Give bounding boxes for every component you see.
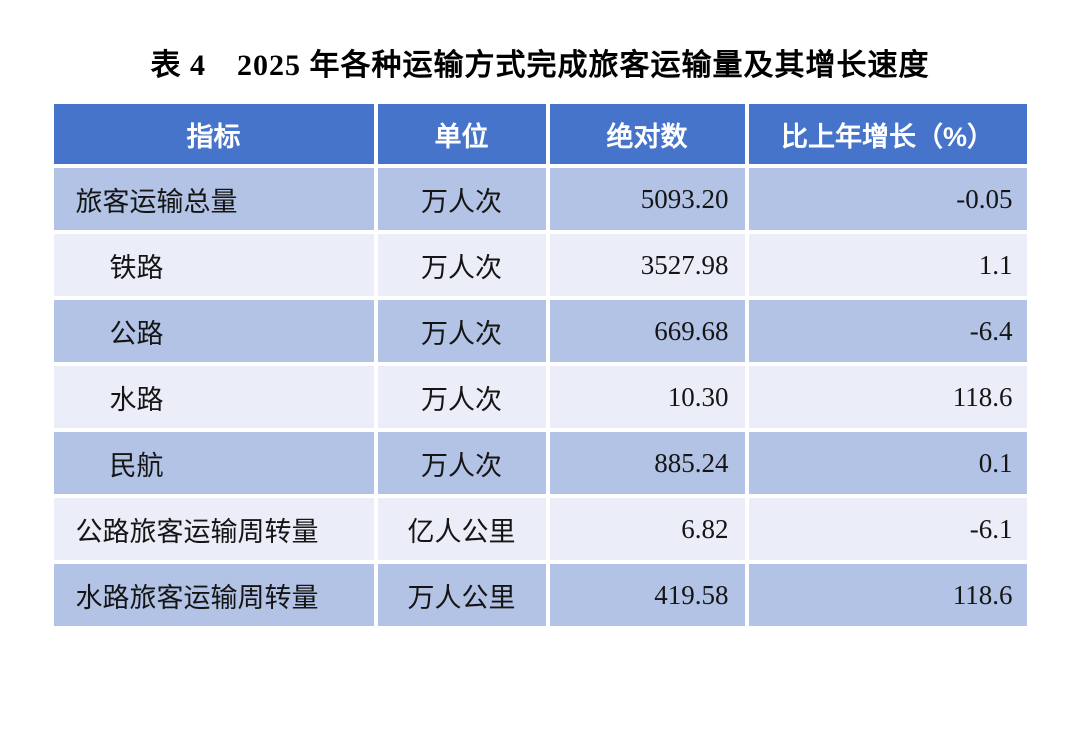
cell-growth: 118.6 <box>748 564 1027 626</box>
cell-unit: 万人次 <box>377 168 546 230</box>
table-row: 铁路 万人次 3527.98 1.1 <box>53 234 1027 296</box>
cell-indicator: 公路 <box>53 300 374 362</box>
cell-absolute: 419.58 <box>549 564 745 626</box>
page-title: 表 4 2025 年各种运输方式完成旅客运输量及其增长速度 <box>150 49 930 82</box>
cell-absolute: 3527.98 <box>549 234 745 296</box>
table-row: 公路旅客运输周转量 亿人公里 6.82 -6.1 <box>53 498 1027 560</box>
cell-unit: 万人次 <box>377 234 546 296</box>
cell-unit: 万人次 <box>377 366 546 428</box>
cell-indicator: 民航 <box>53 432 374 494</box>
header-cell-growth: 比上年增长（%） <box>748 104 1027 164</box>
cell-unit: 万人次 <box>377 300 546 362</box>
passenger-transport-table: 指标 单位 绝对数 比上年增长（%） 旅客运输总量 万人次 5093.20 -0… <box>50 100 1031 630</box>
header-cell-indicator: 指标 <box>53 104 374 164</box>
cell-growth: 118.6 <box>748 366 1027 428</box>
cell-unit: 亿人公里 <box>377 498 546 560</box>
cell-growth: 1.1 <box>748 234 1027 296</box>
table-header-row: 指标 单位 绝对数 比上年增长（%） <box>53 104 1027 164</box>
cell-growth: -0.05 <box>748 168 1027 230</box>
table-row: 水路 万人次 10.30 118.6 <box>53 366 1027 428</box>
cell-indicator: 水路 <box>53 366 374 428</box>
cell-indicator: 旅客运输总量 <box>53 168 374 230</box>
cell-unit: 万人次 <box>377 432 546 494</box>
header-cell-unit: 单位 <box>377 104 546 164</box>
table-row: 旅客运输总量 万人次 5093.20 -0.05 <box>53 168 1027 230</box>
cell-absolute: 10.30 <box>549 366 745 428</box>
header-cell-absolute: 绝对数 <box>549 104 745 164</box>
table-row: 公路 万人次 669.68 -6.4 <box>53 300 1027 362</box>
cell-indicator: 公路旅客运输周转量 <box>53 498 374 560</box>
cell-growth: -6.4 <box>748 300 1027 362</box>
cell-indicator: 铁路 <box>53 234 374 296</box>
table-row: 民航 万人次 885.24 0.1 <box>53 432 1027 494</box>
cell-absolute: 6.82 <box>549 498 745 560</box>
cell-absolute: 885.24 <box>549 432 745 494</box>
cell-growth: 0.1 <box>748 432 1027 494</box>
cell-indicator: 水路旅客运输周转量 <box>53 564 374 626</box>
cell-absolute: 669.68 <box>549 300 745 362</box>
table-row: 水路旅客运输周转量 万人公里 419.58 118.6 <box>53 564 1027 626</box>
cell-absolute: 5093.20 <box>549 168 745 230</box>
cell-unit: 万人公里 <box>377 564 546 626</box>
cell-growth: -6.1 <box>748 498 1027 560</box>
